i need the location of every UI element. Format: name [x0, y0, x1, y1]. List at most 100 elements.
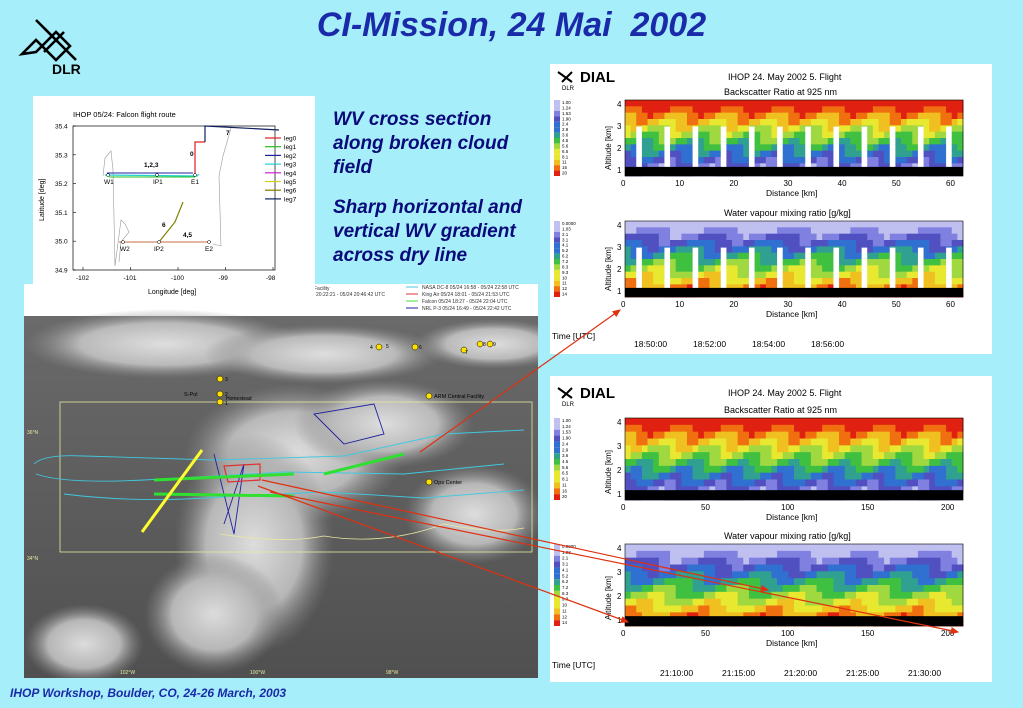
dial-field-cell	[822, 605, 829, 613]
dial-field-cell	[827, 138, 834, 145]
arrow-to-dial2-start	[257, 485, 630, 623]
dial-field-cell	[867, 578, 874, 586]
dial-field-cell	[754, 125, 761, 133]
dial-field-cell	[822, 585, 829, 593]
dial-field-cell	[839, 424, 846, 433]
dial-field-cell	[850, 571, 857, 579]
dial-field-cell	[839, 125, 846, 133]
dial-field-cell	[951, 452, 958, 460]
dial-field-cell	[664, 431, 671, 439]
dial-field-cell	[698, 598, 705, 606]
dial-field-cell	[951, 131, 958, 139]
dial-field-cell	[698, 144, 705, 152]
dial-field-cell	[664, 119, 671, 126]
dial-field-cell	[946, 550, 953, 559]
dial-field-cell	[765, 233, 772, 241]
dial-field-cell	[827, 227, 834, 235]
dial-field-cell	[743, 591, 750, 600]
dial-field-cell	[794, 544, 801, 552]
dial-field-cell	[799, 486, 806, 494]
dial-field-cell	[850, 221, 857, 228]
dial-field-cell	[794, 424, 801, 433]
dial-field-cell	[647, 144, 654, 152]
dial-field-cell	[816, 431, 823, 439]
dial-field-cell	[934, 431, 941, 439]
dial-field-cell	[647, 571, 654, 579]
dial-field-cell	[732, 119, 739, 126]
dial-field-cell	[827, 445, 834, 453]
dial-field-cell	[630, 227, 637, 235]
dial-field-cell	[743, 418, 750, 426]
dial-field-cell	[827, 150, 834, 158]
dial-colorbar-label: 7.2	[562, 259, 569, 264]
dial-field-cell	[878, 221, 885, 228]
dial-field-cell	[867, 271, 874, 279]
dial-field-cell	[692, 112, 699, 120]
dial-field-cell	[782, 157, 789, 164]
dial-field-cell	[709, 259, 716, 266]
dial-colorbar-cell	[554, 165, 560, 171]
dial-field-cell	[855, 233, 863, 241]
dial-field-cell	[816, 233, 823, 241]
dial-field-cell	[754, 163, 761, 171]
dial-field-cell	[647, 284, 654, 292]
dial-colorbar-cell	[554, 453, 560, 459]
dial-field-cell	[833, 431, 840, 439]
dial-field-cell	[867, 557, 874, 565]
dial-field-cell	[957, 163, 964, 171]
dial-field-cell	[647, 557, 654, 565]
dial-field-cell	[957, 119, 964, 126]
dial-field-cell	[816, 240, 823, 247]
dial-field-cell	[630, 598, 637, 606]
dial-field-cell	[748, 578, 756, 586]
dial-field-cell	[664, 221, 671, 228]
dial-field-cell	[653, 259, 660, 266]
dial-field-cell	[833, 472, 840, 480]
site-7: 7	[465, 350, 468, 356]
dial-field-cell	[703, 112, 710, 120]
dial-field-cell	[743, 233, 750, 241]
dial-field-cell	[737, 557, 744, 565]
dial-field-cell	[951, 271, 958, 279]
dial-field-cell	[636, 472, 643, 480]
dial-field-cell	[720, 418, 727, 426]
dial-colorbar-cell	[554, 620, 560, 626]
dial-field-cell	[827, 418, 834, 426]
dial-field-cell	[743, 564, 750, 572]
dial-field-cell	[839, 571, 846, 579]
dial-field-cell	[839, 227, 846, 235]
dial-field-cell	[946, 571, 953, 579]
dial-field-cell	[861, 119, 868, 126]
dial-field-cell	[658, 459, 665, 467]
dial-field-cell	[658, 138, 665, 145]
dial-field-cell	[630, 265, 637, 273]
dial-field-cell	[951, 246, 958, 254]
dial-field-cell	[884, 438, 891, 446]
dial-field-cell	[686, 465, 694, 474]
dial-xtick-label: 30	[784, 179, 793, 188]
dial-field-cell	[816, 544, 823, 552]
dial-field-cell	[827, 233, 834, 241]
dial-field-cell	[675, 278, 682, 285]
dial-field-cell	[816, 265, 823, 273]
dial-field-cell	[709, 125, 716, 133]
place-homestead: Homestead	[226, 396, 252, 402]
dial-field-cell	[839, 265, 846, 273]
dial-field-cell	[703, 233, 710, 241]
dial-field-cell	[906, 564, 913, 572]
dial-field-cell	[861, 472, 868, 480]
dial-field-cell	[760, 424, 767, 433]
dial-gap	[917, 247, 927, 290]
dial-field-cell	[703, 598, 710, 606]
dial-field-cell	[726, 131, 733, 139]
dial-field-cell	[692, 106, 699, 114]
dial-field-cell	[917, 221, 925, 228]
dial-field-cell	[681, 438, 688, 446]
dial-field-cell	[917, 472, 925, 480]
dial-field-cell	[850, 138, 857, 145]
dial-field-cell	[855, 259, 863, 266]
dial-field-cell	[675, 106, 682, 114]
dial-field-cell	[934, 163, 941, 171]
dial-field-cell	[912, 445, 919, 453]
dial-colorbar-label: 2.1	[562, 232, 569, 237]
